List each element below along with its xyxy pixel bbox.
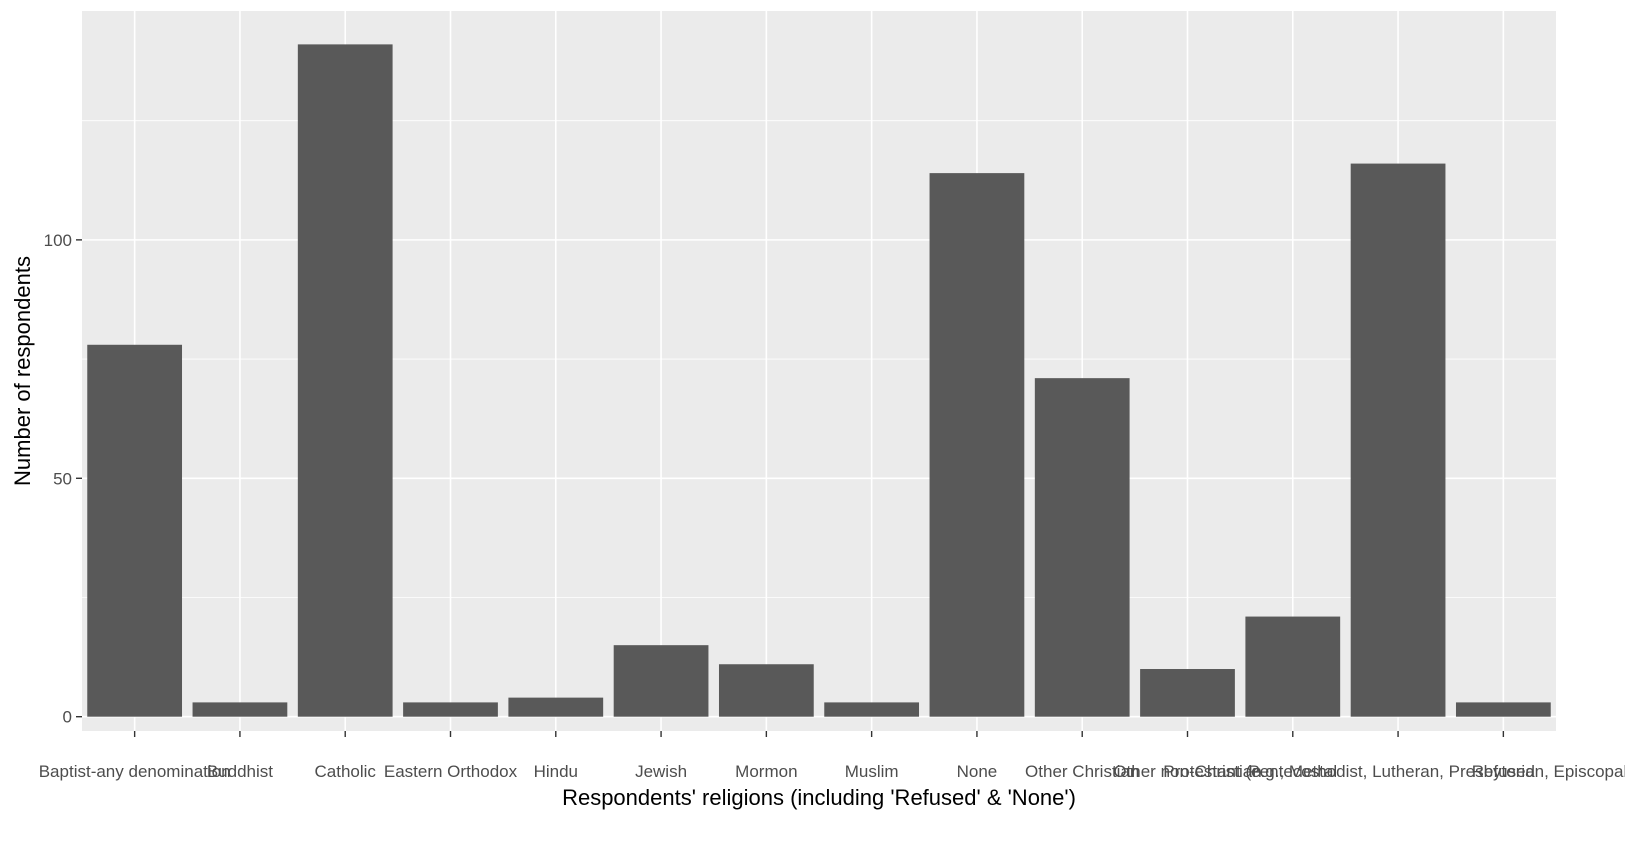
- x-axis-title: Respondents' religions (including 'Refus…: [562, 785, 1076, 810]
- bar: [297, 44, 393, 717]
- x-tick-label: Other non-Christian: [1113, 762, 1261, 781]
- bar: [824, 702, 920, 717]
- x-tick-label: Refused: [1472, 762, 1535, 781]
- x-tick-label: Mormon: [735, 762, 797, 781]
- y-tick-label: 0: [63, 708, 72, 727]
- x-tick-label: Baptist-any denomination: [39, 762, 231, 781]
- y-tick-label: 100: [44, 231, 72, 250]
- bar: [1350, 163, 1446, 717]
- x-tick-label: None: [957, 762, 998, 781]
- bar: [403, 702, 498, 717]
- x-tick-label: Buddhist: [207, 762, 273, 781]
- bars: [87, 44, 1551, 717]
- x-tick-label: Hindu: [534, 762, 578, 781]
- bar: [718, 664, 814, 717]
- x-tick-label: Catholic: [315, 762, 377, 781]
- x-tick-label: Muslim: [845, 762, 899, 781]
- bar: [1140, 669, 1235, 717]
- bar: [508, 697, 604, 717]
- y-tick-label: 50: [53, 469, 72, 488]
- y-axis: 0 50 100: [44, 231, 82, 727]
- x-tick-label: Other Christian: [1025, 762, 1139, 781]
- x-tick-label: Jewish: [635, 762, 687, 781]
- bar: [87, 344, 183, 717]
- bar: [1455, 702, 1551, 717]
- bar: [613, 645, 709, 717]
- bar: [192, 702, 288, 717]
- bar: [929, 173, 1025, 717]
- x-tick-label: Protestant (e.g., Methodist, Lutheran, P…: [1163, 762, 1625, 781]
- x-tick-label: Eastern Orthodox: [384, 762, 518, 781]
- x-tick-label: Pentecostal: [1248, 762, 1337, 781]
- bar: [1034, 378, 1130, 717]
- bar: [1245, 616, 1341, 717]
- y-axis-title: Number of respondents: [10, 256, 35, 486]
